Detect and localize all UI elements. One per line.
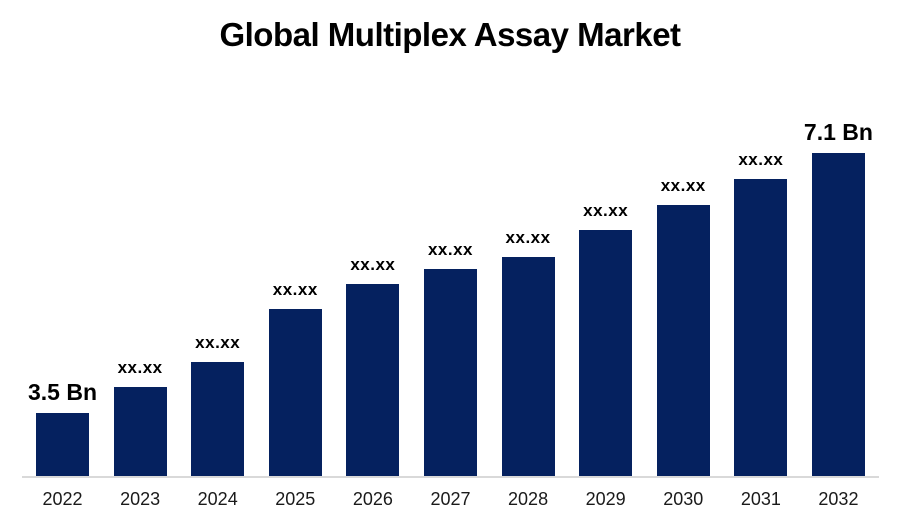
bar-value-label: xx.xx bbox=[272, 280, 318, 299]
bar-group-2030: xx.xx bbox=[656, 176, 710, 478]
bar-value-label: xx.xx bbox=[660, 176, 706, 195]
bar-value-label: 7.1 Bn bbox=[803, 119, 873, 145]
bar-group-2025: xx.xx bbox=[268, 280, 322, 478]
x-axis-tick-label: 2032 bbox=[818, 489, 859, 509]
bar-group-2031: xx.xx bbox=[734, 150, 788, 478]
bar-2028 bbox=[501, 257, 555, 478]
x-axis-tick-label: 2023 bbox=[120, 489, 161, 509]
bar-2025 bbox=[268, 309, 322, 478]
bar-group-2026: xx.xx bbox=[346, 255, 400, 478]
x-axis-tick-label: 2024 bbox=[197, 489, 238, 509]
bar-group-2022: 3.5 Bn bbox=[28, 379, 97, 478]
bar-value-label: xx.xx bbox=[117, 358, 163, 377]
x-axis-tick-label: 2029 bbox=[585, 489, 626, 509]
x-axis-tick-label: 2030 bbox=[663, 489, 704, 509]
x-axis-tick-label: 2025 bbox=[275, 489, 316, 509]
bar-value-label: xx.xx bbox=[427, 240, 473, 259]
bar-2026 bbox=[346, 284, 400, 478]
bar-2030 bbox=[656, 205, 710, 478]
bar-value-label: xx.xx bbox=[583, 201, 629, 220]
bar-group-2024: xx.xx bbox=[191, 333, 245, 478]
bar-2023 bbox=[113, 387, 167, 478]
bar-2024 bbox=[191, 362, 245, 478]
bar-value-label: xx.xx bbox=[738, 150, 784, 169]
x-axis-tick-label: 2031 bbox=[740, 489, 781, 509]
x-axis-tick-label: 2027 bbox=[430, 489, 471, 509]
bar-2022 bbox=[36, 413, 89, 478]
bar-group-2029: xx.xx bbox=[579, 201, 633, 478]
bar-group-2032: 7.1 Bn bbox=[804, 119, 873, 478]
bar-2029 bbox=[579, 230, 633, 478]
x-axis-tick-label: 2022 bbox=[42, 489, 83, 509]
bar-2027 bbox=[423, 269, 477, 478]
chart-title: Global Multiplex Assay Market bbox=[219, 16, 681, 53]
bars-row: 3.5 Bn xx.xx xx.xx xx.xx xx.xx xx.xx xx.xx xx.x… bbox=[28, 119, 873, 478]
x-axis-line bbox=[22, 476, 879, 478]
bar-2032 bbox=[811, 153, 865, 478]
x-axis-tick-label: 2026 bbox=[352, 489, 393, 509]
bar-value-label: xx.xx bbox=[505, 228, 551, 247]
x-axis-tick-label: 2028 bbox=[508, 489, 549, 509]
bar-group-2028: xx.xx bbox=[501, 228, 555, 478]
x-axis-labels: 2022 2023 2024 2025 2026 2027 2028 2029 2030 2031… bbox=[36, 489, 865, 510]
bar-2031 bbox=[734, 179, 788, 478]
bar-value-label: xx.xx bbox=[195, 333, 241, 352]
bar-value-label: xx.xx bbox=[350, 255, 396, 274]
bar-value-label: 3.5 Bn bbox=[27, 379, 98, 405]
bar-group-2027: xx.xx bbox=[423, 240, 477, 478]
bar-group-2023: xx.xx bbox=[113, 358, 167, 478]
